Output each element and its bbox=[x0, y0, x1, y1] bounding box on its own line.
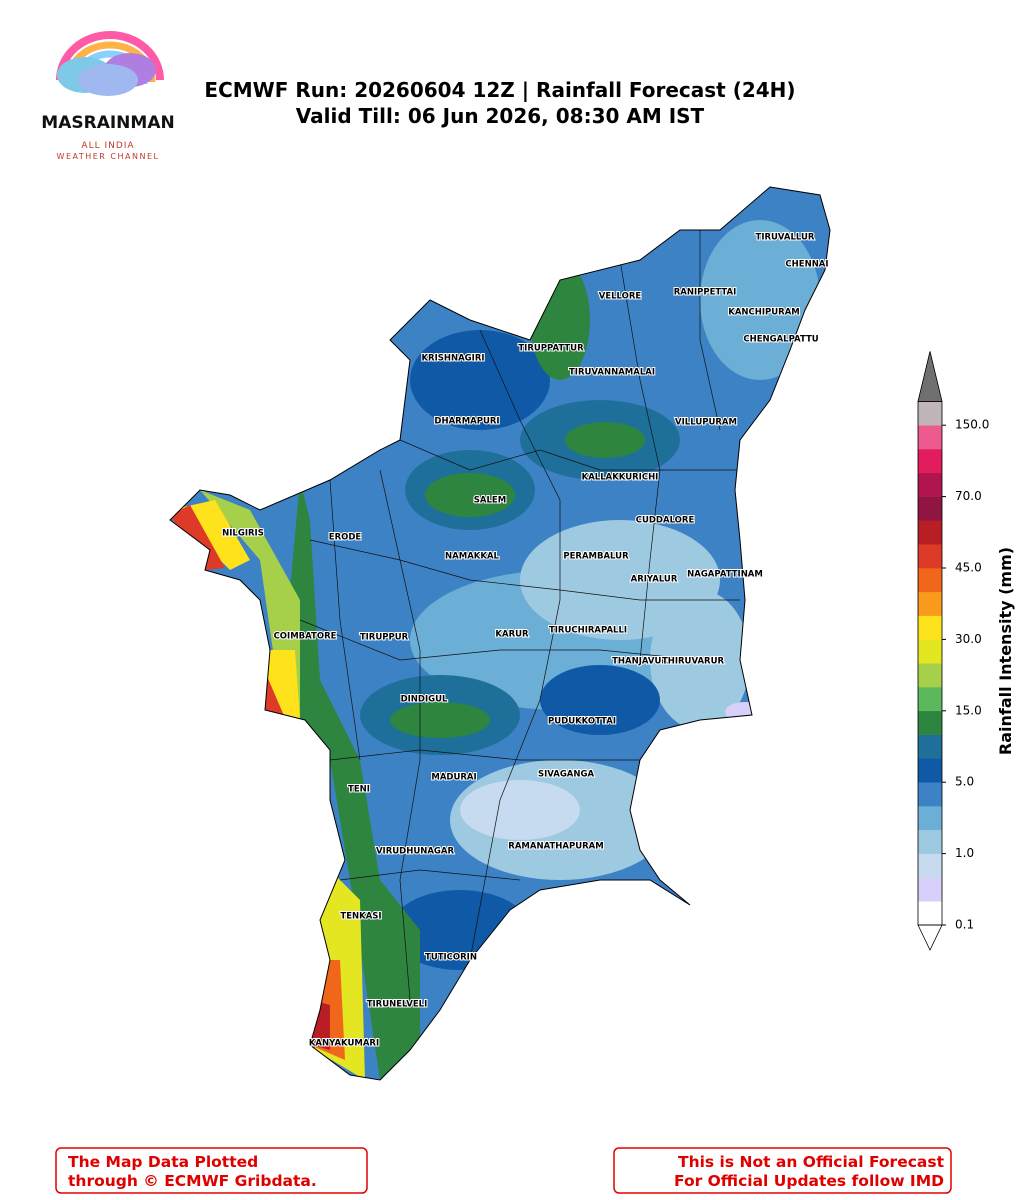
district-label: THIRUVARUR bbox=[662, 657, 725, 667]
district-label: KANYAKUMARI bbox=[309, 1039, 379, 1049]
footer-text: through © ECMWF Gribdata. bbox=[68, 1172, 317, 1190]
colorbar-segment bbox=[918, 687, 942, 712]
district-label: CUDDALORE bbox=[636, 516, 695, 526]
district-label: TENI bbox=[348, 785, 370, 795]
colorbar-segment bbox=[918, 615, 942, 640]
colorbar-segment bbox=[918, 663, 942, 688]
district-label: PUDUKKOTTAI bbox=[548, 717, 616, 727]
logo-line: WEATHER CHANNEL bbox=[57, 152, 160, 161]
district-label: VILLUPURAM bbox=[675, 418, 737, 428]
colorbar-segment bbox=[918, 901, 942, 926]
colorbar-segment bbox=[918, 877, 942, 902]
colorbar-segment bbox=[918, 449, 942, 474]
footer-text: This is Not an Official Forecast bbox=[678, 1153, 945, 1171]
district-label: SIVAGANGA bbox=[538, 770, 595, 780]
colorbar-segment bbox=[918, 496, 942, 521]
district-label: KANCHIPURAM bbox=[728, 308, 800, 318]
colorbar-label: Rainfall Intensity (mm) bbox=[996, 547, 1015, 755]
district-label: TIRUPPUR bbox=[360, 633, 409, 643]
district-label: NAMAKKAL bbox=[445, 552, 499, 562]
colorbar-tick-label: 45.0 bbox=[955, 561, 982, 575]
colorbar-tick-label: 150.0 bbox=[955, 418, 989, 432]
district-label: TIRUCHIRAPALLI bbox=[549, 626, 627, 636]
title: ECMWF Run: 20260604 12Z | Rainfall Forec… bbox=[204, 78, 795, 102]
logo: MASRAINMAN ALL INDIA WEATHER CHANNEL bbox=[41, 31, 175, 161]
colorbar-segment bbox=[918, 520, 942, 545]
district-label: VELLORE bbox=[599, 292, 642, 302]
colorbar: 0.1 1.0 5.0 15.0 30.0 45.0 70.0 150.0 bbox=[917, 351, 989, 951]
district-label: NILGIRIS bbox=[222, 529, 264, 539]
district-label: TIRUNELVELI bbox=[367, 1000, 428, 1010]
footer-text: The Map Data Plotted bbox=[68, 1153, 258, 1171]
district-label: TIRUPPATTUR bbox=[518, 344, 584, 354]
district-labels: TIRUVALLUR CHENNAI VELLORE RANIPPETTAI KANCH… bbox=[221, 232, 829, 1050]
colorbar-segment bbox=[918, 853, 942, 878]
district-label: CHENNAI bbox=[785, 260, 828, 270]
district-label: TIRUVALLUR bbox=[756, 233, 815, 243]
district-label: CHENGALPATTU bbox=[743, 335, 818, 345]
subtitle: Valid Till: 06 Jun 2026, 08:30 AM IST bbox=[296, 104, 705, 128]
district-label: TIRUVANNAMALAI bbox=[569, 368, 655, 378]
colorbar-tick-label: 15.0 bbox=[955, 703, 982, 717]
colorbar-tick-label: 70.0 bbox=[955, 489, 982, 503]
colorbar-segment bbox=[918, 544, 942, 569]
colorbar-tick-label: 5.0 bbox=[955, 775, 974, 789]
colorbar-segment bbox=[918, 401, 942, 426]
colorbar-under bbox=[917, 924, 943, 951]
colorbar-segment bbox=[918, 782, 942, 807]
district-label: TENKASI bbox=[340, 912, 381, 922]
rainfall-map bbox=[170, 187, 830, 1080]
colorbar-frame bbox=[917, 400, 943, 926]
district-label: ARIYALUR bbox=[631, 575, 678, 585]
colorbar-segment bbox=[918, 425, 942, 450]
district-label: TUTICORIN bbox=[425, 953, 477, 963]
district-label: PERAMBALUR bbox=[563, 552, 629, 562]
district-label: ERODE bbox=[329, 533, 362, 543]
footer-box bbox=[613, 1147, 952, 1194]
colorbar-segment bbox=[918, 639, 942, 664]
colorbar-segment bbox=[918, 758, 942, 783]
district-label: KRISHNAGIRI bbox=[421, 354, 484, 364]
district-label: SALEM bbox=[474, 496, 506, 506]
colorbar-tick-label: 30.0 bbox=[955, 632, 982, 646]
district-label: KARUR bbox=[495, 630, 529, 640]
colorbar-over bbox=[917, 351, 943, 402]
district-label: MADURAI bbox=[431, 773, 476, 783]
district-label: COIMBATORE bbox=[274, 632, 337, 642]
footer-box bbox=[55, 1147, 368, 1194]
colorbar-segment bbox=[918, 591, 942, 616]
district-label: RAMANATHAPURAM bbox=[508, 842, 603, 852]
colorbar-segment bbox=[918, 710, 942, 735]
colorbar-segment bbox=[918, 806, 942, 831]
logo-line: ALL INDIA bbox=[81, 141, 134, 151]
colorbar-segment bbox=[918, 734, 942, 759]
district-label: RANIPPETTAI bbox=[674, 288, 737, 298]
colorbar-tick-label: 1.0 bbox=[955, 846, 974, 860]
footer-text: For Official Updates follow IMD bbox=[674, 1172, 944, 1190]
district-label: DINDIGUL bbox=[401, 695, 448, 705]
colorbar-segment bbox=[918, 472, 942, 497]
district-label: VIRUDHUNAGAR bbox=[376, 847, 455, 857]
logo-name: MASRAINMAN bbox=[41, 113, 174, 133]
colorbar-tick-label: 0.1 bbox=[955, 918, 974, 932]
colorbar-segment bbox=[918, 568, 942, 593]
district-label: KALLAKKURICHI bbox=[582, 473, 659, 483]
district-label: THANJAVUR bbox=[612, 657, 668, 667]
district-label: NAGAPATTINAM bbox=[687, 570, 763, 580]
colorbar-segment bbox=[918, 829, 942, 854]
district-label: DHARMAPURI bbox=[434, 417, 499, 427]
